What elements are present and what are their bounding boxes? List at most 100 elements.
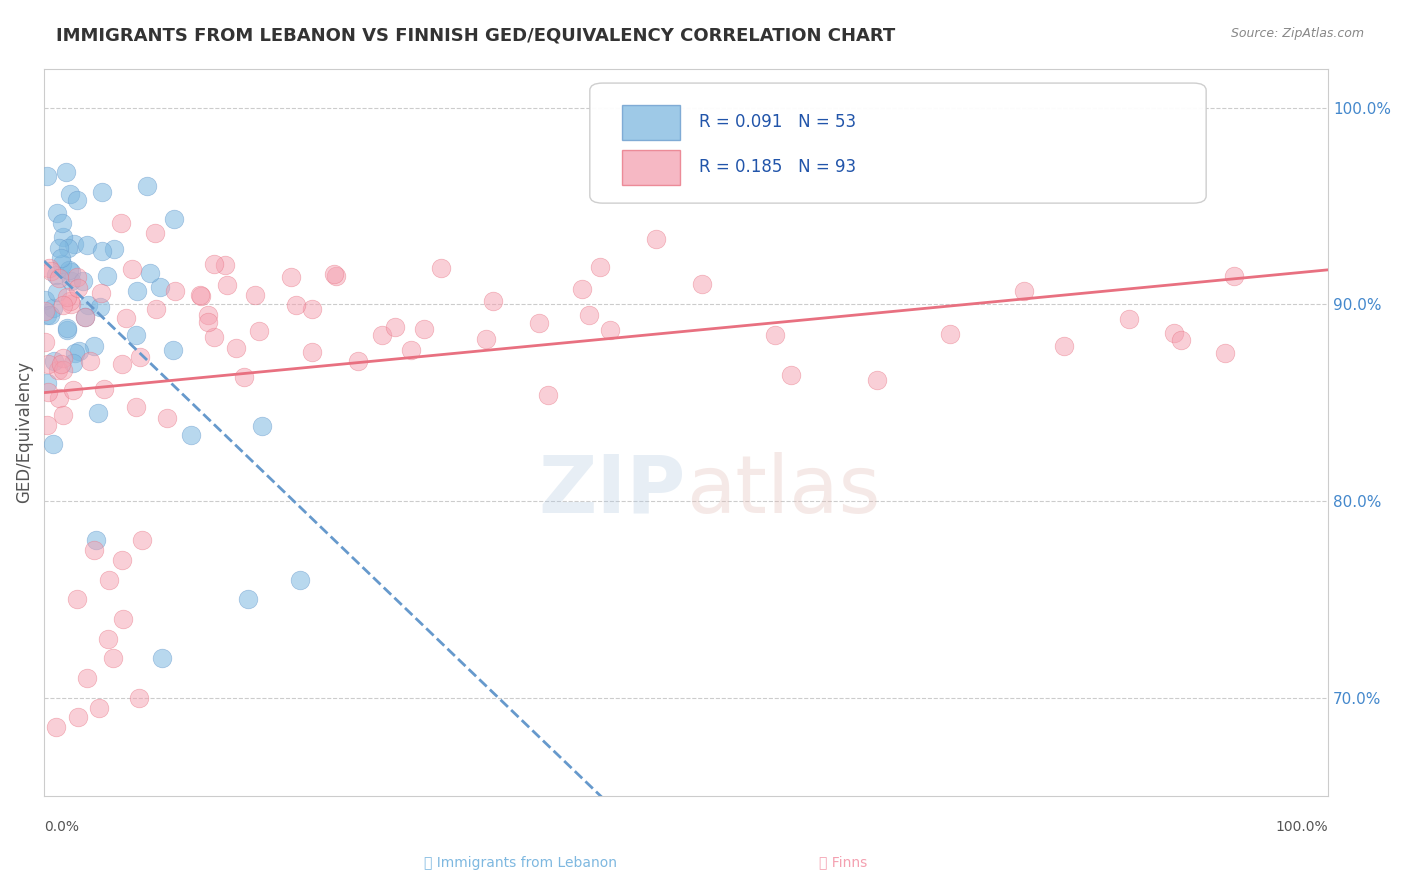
Point (58, 263, 80, 277)
Point (938, 326, 960, 341)
Point (247, 324, 270, 338)
Point (34, 303, 56, 318)
Text: ⬜ Immigrants from Lebanon: ⬜ Immigrants from Lebanon (423, 855, 617, 870)
Point (46, 363, 69, 377)
Point (93, 382, 115, 396)
Point (236, 592, 259, 607)
Point (202, 257, 225, 271)
Point (37, 384, 59, 399)
Point (1163, 326, 1185, 340)
Point (1014, 284, 1036, 298)
Point (52, 230, 75, 244)
Text: ZIP: ZIP (538, 451, 686, 530)
Point (66, 193, 89, 207)
Point (42, 437, 65, 451)
Point (97, 632, 120, 646)
Point (243, 288, 266, 302)
Point (51, 216, 73, 230)
Point (1053, 339, 1076, 353)
Point (77, 298, 100, 312)
Point (58, 241, 80, 255)
Point (66, 592, 89, 607)
Point (149, 280, 172, 294)
Point (430, 260, 453, 275)
Point (48, 271, 70, 285)
Point (163, 212, 186, 227)
Point (52, 351, 75, 366)
Point (763, 328, 786, 343)
Point (79, 354, 101, 368)
Point (48, 391, 70, 405)
Point (111, 612, 134, 626)
Point (1118, 312, 1140, 326)
Point (129, 350, 152, 364)
Point (323, 267, 346, 281)
Point (578, 309, 600, 323)
Point (644, 231, 666, 245)
Point (63, 346, 86, 360)
Point (59, 274, 82, 288)
FancyBboxPatch shape (591, 83, 1206, 203)
Point (125, 400, 148, 414)
Point (180, 428, 202, 442)
Point (83, 543, 105, 558)
Point (52, 363, 75, 377)
Text: IMMIGRANTS FROM LEBANON VS FINNISH GED/EQUIVALENCY CORRELATION CHART: IMMIGRANTS FROM LEBANON VS FINNISH GED/E… (56, 27, 896, 45)
Point (475, 332, 498, 346)
Point (38, 308, 60, 322)
Point (37, 308, 59, 322)
Point (76, 238, 98, 252)
Point (536, 388, 558, 402)
Point (188, 288, 211, 302)
Point (197, 315, 219, 329)
Point (35, 376, 58, 390)
Point (125, 284, 148, 298)
Point (588, 260, 610, 274)
Point (280, 269, 302, 284)
Point (39, 264, 62, 278)
Text: ⬜ Finns: ⬜ Finns (820, 855, 868, 870)
Point (46, 205, 69, 219)
Point (252, 419, 274, 434)
Point (55, 290, 77, 304)
Point (190, 288, 212, 302)
Point (143, 226, 166, 240)
Point (156, 411, 179, 425)
Point (96, 269, 118, 284)
Point (63, 237, 86, 252)
Point (90, 244, 112, 259)
Point (290, 573, 312, 587)
Point (866, 373, 889, 387)
Text: R = 0.185   N = 93: R = 0.185 N = 93 (699, 159, 856, 177)
Point (301, 302, 323, 317)
Point (48, 241, 70, 255)
Point (67, 281, 90, 295)
Point (301, 345, 323, 359)
Point (138, 266, 160, 280)
Point (145, 302, 167, 317)
Point (90, 285, 112, 300)
Point (101, 651, 124, 665)
Point (346, 353, 368, 368)
Point (163, 285, 186, 299)
Point (87, 700, 110, 714)
Point (325, 268, 347, 283)
Point (91, 185, 114, 199)
Point (111, 553, 134, 567)
Point (51, 257, 73, 271)
Text: Source: ZipAtlas.com: Source: ZipAtlas.com (1230, 27, 1364, 40)
Point (34, 293, 56, 307)
Point (35, 169, 58, 183)
Point (69, 344, 91, 359)
Point (76, 671, 98, 685)
Y-axis label: GED/Equivalency: GED/Equivalency (15, 361, 32, 503)
Point (60, 297, 83, 311)
Text: atlas: atlas (686, 451, 880, 530)
Point (45, 285, 67, 299)
Point (1223, 269, 1246, 284)
Point (197, 308, 219, 322)
Point (59, 265, 82, 279)
Point (59, 293, 82, 308)
Point (779, 368, 801, 383)
Point (66, 270, 89, 285)
